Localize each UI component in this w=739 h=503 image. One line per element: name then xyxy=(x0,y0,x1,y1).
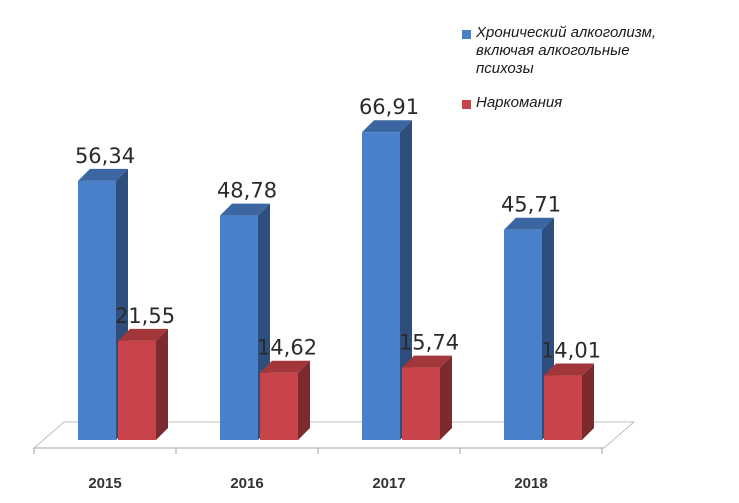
data-label-2018-drug-addiction: 14,01 xyxy=(541,339,601,363)
data-label-2018-alcoholism: 45,71 xyxy=(501,193,561,217)
category-label-2016: 2016 xyxy=(230,475,263,492)
legend-label-drug-addiction: Наркомания xyxy=(476,94,563,111)
bar-top-2015-1 xyxy=(118,328,168,341)
bar-2016-drug-addiction xyxy=(260,372,298,440)
bar-2015-alcoholism xyxy=(78,180,116,440)
legend-item-drug-addiction: Наркомания xyxy=(462,94,732,112)
data-label-2016-alcoholism: 48,78 xyxy=(217,179,277,203)
bar-top-2016-1 xyxy=(260,360,310,373)
bar-top-2018-1 xyxy=(544,363,594,376)
bar-top-2015-0 xyxy=(78,168,128,181)
data-label-2015-alcoholism: 56,34 xyxy=(75,144,135,168)
bar-side-2015-1 xyxy=(156,328,168,440)
bar-top-2017-0 xyxy=(362,120,412,133)
bar-side-2018-1 xyxy=(582,363,594,440)
data-label-2016-drug-addiction: 14,62 xyxy=(257,336,317,360)
data-label-2017-alcoholism: 66,91 xyxy=(359,95,419,119)
category-label-2017: 2017 xyxy=(372,475,405,492)
legend-item-alcoholism: Хронический алкоголизм, включая алкоголь… xyxy=(462,24,732,78)
bar-top-2018-0 xyxy=(504,217,554,230)
category-label-2018: 2018 xyxy=(514,475,547,492)
bar-2017-alcoholism xyxy=(362,132,400,441)
legend: Хронический алкоголизм, включая алкоголь… xyxy=(462,24,732,128)
legend-label-alcoholism-line2: включая алкогольные xyxy=(476,42,630,59)
legend-swatch-alcoholism xyxy=(462,30,471,39)
bar-2018-drug-addiction xyxy=(544,375,582,440)
bar-2016-alcoholism xyxy=(220,215,258,440)
bar-2018-alcoholism xyxy=(504,229,542,440)
bar-side-2017-1 xyxy=(440,355,452,440)
bar-top-2016-0 xyxy=(220,203,270,216)
bar-2017-drug-addiction xyxy=(402,367,440,440)
category-label-2015: 2015 xyxy=(88,475,121,492)
legend-label-alcoholism-line3: психозы xyxy=(476,60,534,77)
bar-side-2016-1 xyxy=(298,360,310,440)
bar-2015-drug-addiction xyxy=(118,340,156,440)
bar-side-2017-0 xyxy=(400,120,412,441)
bar-top-2017-1 xyxy=(402,355,452,368)
data-label-2017-drug-addiction: 15,74 xyxy=(399,331,459,355)
legend-swatch-drug-addiction xyxy=(462,100,471,109)
legend-label-alcoholism: Хронический алкоголизм, xyxy=(476,24,657,41)
data-label-2015-drug-addiction: 21,55 xyxy=(115,304,175,328)
